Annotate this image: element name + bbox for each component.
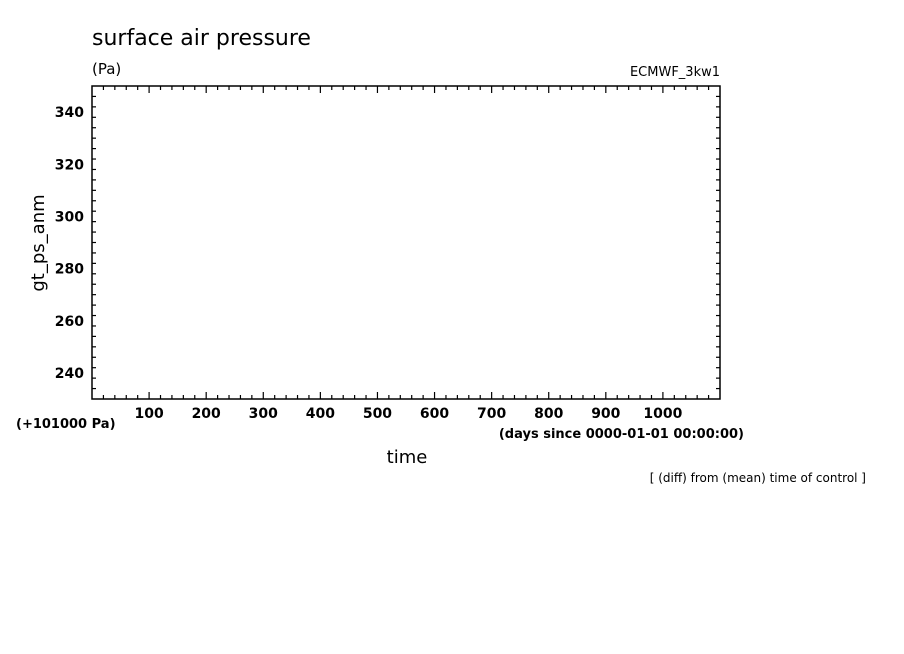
chart-title: surface air pressure bbox=[92, 26, 311, 51]
x-tick-label: 400 bbox=[306, 406, 335, 422]
x-tick-labels: 100 200 300 400 500 600 700 800 900 1000 bbox=[134, 406, 682, 422]
x-tick-label: 900 bbox=[591, 406, 620, 422]
x-tick-label: 100 bbox=[134, 406, 163, 422]
x-tick-label: 800 bbox=[534, 406, 563, 422]
y-tick-label: 300 bbox=[55, 209, 84, 225]
x-tick-label: 200 bbox=[192, 406, 221, 422]
x-tick-label: 700 bbox=[477, 406, 506, 422]
y-tick-label: 340 bbox=[55, 105, 84, 121]
x-tick-label: 600 bbox=[420, 406, 449, 422]
y-tick-label: 260 bbox=[55, 314, 84, 330]
x-tick-label: 300 bbox=[249, 406, 278, 422]
dataset-label: ECMWF_3kw1 bbox=[630, 65, 720, 80]
footnote: [ (diff) from (mean) time of control ] bbox=[650, 471, 866, 485]
x-ticks bbox=[102, 86, 710, 399]
plot-frame bbox=[91, 85, 721, 400]
x-tick-label: 500 bbox=[363, 406, 392, 422]
x-units-label: (days since 0000-01-01 00:00:00) bbox=[499, 427, 744, 442]
y-ticks bbox=[92, 95, 720, 390]
x-axis-label: time bbox=[387, 447, 428, 468]
x-tick-label: 1000 bbox=[643, 406, 682, 422]
y-tick-label: 280 bbox=[55, 262, 84, 278]
y-axis-label: gt_ps_anm bbox=[28, 194, 49, 291]
y-offset-label: (+101000 Pa) bbox=[16, 417, 116, 432]
y-tick-label: 320 bbox=[55, 157, 84, 173]
y-tick-labels: 240 260 280 300 320 340 bbox=[55, 105, 84, 382]
chart-units: (Pa) bbox=[92, 60, 121, 78]
y-tick-label: 240 bbox=[55, 366, 84, 382]
